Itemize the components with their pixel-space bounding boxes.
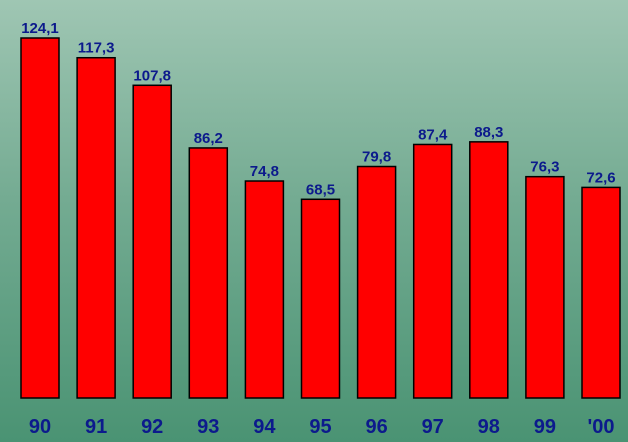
category-label: 95 [309,416,331,438]
bar-98 [469,141,509,399]
bar-91 [76,56,116,399]
bar-90 [20,37,60,399]
bar-95 [300,198,341,399]
bar-93 [188,147,229,399]
category-label: '00 [587,416,614,438]
bar-00 [581,186,621,399]
category-label: 96 [365,416,387,438]
bar-99 [525,175,565,399]
bar-96 [356,165,397,399]
value-label: 72,6 [586,169,615,186]
value-label: 79,8 [362,149,391,166]
value-label: 74,8 [250,163,279,180]
bar-92 [132,84,172,399]
category-label: 99 [534,416,556,438]
value-label: 117,3 [78,40,115,57]
bars-group [20,37,621,399]
category-label: 93 [197,416,219,438]
value-labels-group: 124,1 117,3 107,8 86,2 74,8 68,5 79,8 87,4 88,3 7… [21,20,615,198]
category-label: 97 [422,416,444,438]
value-label: 124,1 [21,20,59,37]
value-label: 68,5 [306,181,335,198]
value-label: 86,2 [194,130,223,147]
value-label: 87,4 [418,126,448,143]
value-label: 107,8 [133,67,171,84]
value-label: 76,3 [530,159,559,176]
category-label: 92 [141,416,163,438]
category-label: 90 [29,416,51,438]
value-label: 88,3 [474,124,503,141]
category-label: 94 [253,416,276,438]
category-labels-group: 90 91 92 93 94 95 96 97 98 99 '00 [29,416,615,438]
category-label: 91 [85,416,107,438]
category-label: 98 [478,416,500,438]
bar-97 [412,143,453,399]
bar-94 [244,180,285,399]
